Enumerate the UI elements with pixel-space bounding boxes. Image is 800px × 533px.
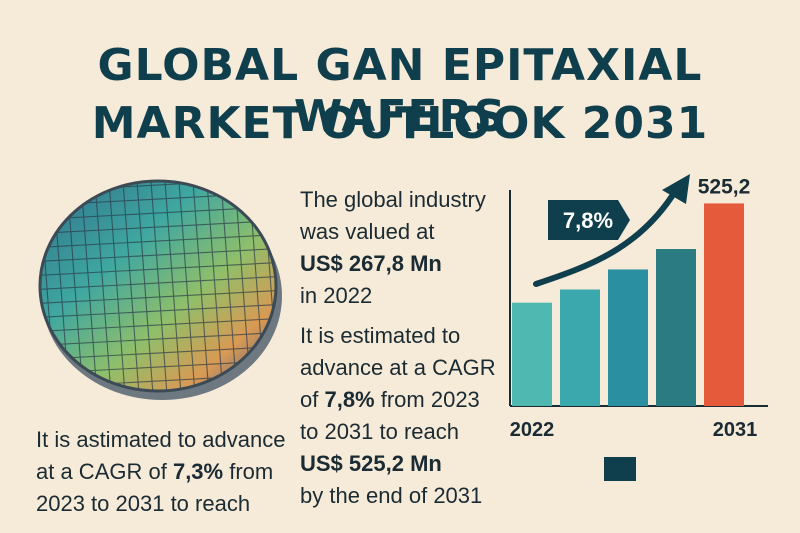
mid-line: in 2022 <box>300 283 373 308</box>
mid-line: of 7,8% from 2023 <box>300 384 496 416</box>
wafer-grid-line <box>40 289 276 305</box>
cagr-forecast-text: It is estimated to advance at a CAGR of … <box>300 320 496 512</box>
left-line: at a CAGR of 7,3% from <box>36 456 285 488</box>
wafer-grid-line <box>40 219 276 235</box>
wafer-image <box>28 168 288 400</box>
value-2022: US$ 267,8 Mn <box>300 251 442 276</box>
bar-value-label-2031: 525,2 <box>698 175 751 198</box>
wafer-grid-line <box>40 247 276 263</box>
mid-text: of <box>300 387 325 412</box>
wafer-grid-line <box>40 303 276 319</box>
left-text: from <box>223 459 274 484</box>
cagr-label: 7,8% <box>563 208 613 233</box>
x-tick-2031: 2031 <box>713 419 758 441</box>
mid-line: to 2031 to reach <box>300 419 460 444</box>
wafer-grid-line <box>135 181 155 391</box>
wafer-grid-line <box>149 181 169 391</box>
left-line: It is astimated to advance <box>36 427 286 452</box>
cagr-badge <box>548 200 630 240</box>
wafer-grid-line <box>79 181 99 391</box>
wafer-grid-line <box>40 275 276 291</box>
left-line: 2023 to 2031 to reach <box>36 491 251 516</box>
title-line-1: GLOBAL GAN EPITAXIAL WAFERS <box>97 40 703 142</box>
wafer-grid-line <box>93 181 113 391</box>
legend-swatch <box>604 457 636 481</box>
title-line-2: MARKET OUTLOOK 2031 <box>91 98 709 149</box>
mid-line: It is estimated to <box>300 323 461 348</box>
wafer-grid-line <box>40 233 276 249</box>
wafer-grid-line <box>177 181 197 391</box>
bar-3 <box>656 249 696 406</box>
x-tick-2022: 2022 <box>510 419 555 441</box>
bar-2 <box>608 269 648 406</box>
bar-chart: 7,8% 525,2 2022 2031 <box>509 174 768 481</box>
bar-1 <box>560 289 600 406</box>
mid-line: was valued at <box>300 219 435 244</box>
wafer-grid-line <box>40 261 276 277</box>
wafer-grid-line <box>40 331 276 347</box>
wafer-grid-line <box>191 181 211 391</box>
wafer-grid-line <box>163 181 183 391</box>
wafer-grid-line <box>205 181 225 391</box>
left-cagr-text: It is astimated to advance at a CAGR of … <box>36 424 285 520</box>
bar-4 <box>704 203 744 406</box>
wafer-grid-line <box>107 181 127 391</box>
wafer-grid-line <box>40 317 276 333</box>
wafer-grid-line <box>28 168 288 178</box>
bar-0 <box>512 302 552 406</box>
value-2031: US$ 525,2 Mn <box>300 451 442 476</box>
industry-value-text: The global industry was valued at US$ 26… <box>300 184 486 312</box>
left-text: at a CAGR of <box>36 459 173 484</box>
growth-arrow <box>533 187 679 287</box>
mid-line: by the end of 2031 <box>300 483 483 508</box>
mid-text: from 2023 <box>374 387 480 412</box>
mid-line: The global industry <box>300 187 486 212</box>
cagr-value: 7,8% <box>324 387 375 412</box>
arrow-head-icon <box>662 174 690 204</box>
mid-line: advance at a CAGR <box>300 355 496 380</box>
left-cagr-value: 7,3% <box>172 459 224 484</box>
